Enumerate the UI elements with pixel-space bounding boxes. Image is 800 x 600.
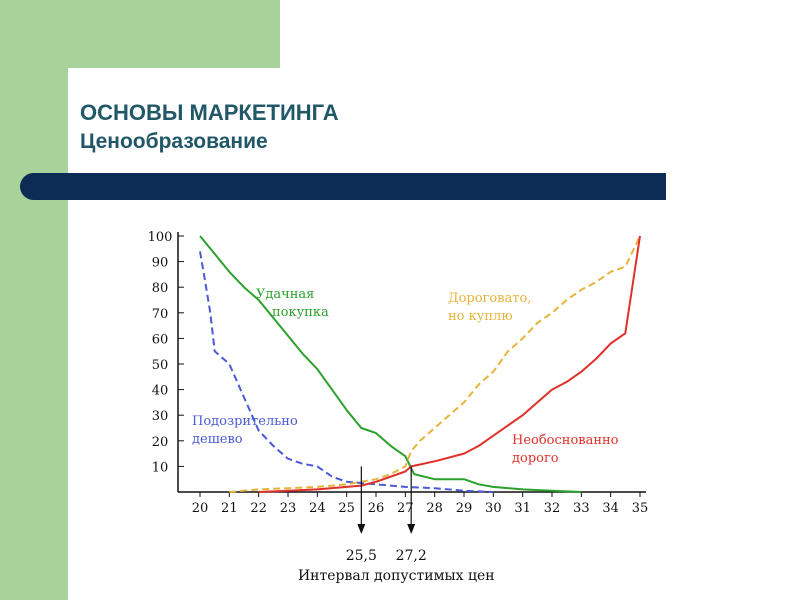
series-line-2 (229, 235, 641, 493)
marker-arrowhead (407, 524, 416, 534)
x-tick-label: 34 (602, 501, 619, 516)
y-tick-label: 10 (152, 460, 169, 475)
x-tick-label: 20 (192, 501, 209, 516)
series-label-0: покупка (272, 305, 329, 320)
x-tick-label: 30 (485, 501, 502, 516)
x-tick-label: 32 (544, 501, 561, 516)
x-tick-label: 35 (632, 501, 649, 516)
x-tick-label: 27 (397, 501, 414, 516)
x-tick-label: 31 (514, 501, 531, 516)
series-label-1: дешево (192, 432, 243, 447)
green-corner-left (0, 0, 68, 600)
series-line-0 (199, 235, 582, 493)
y-tick-label: 80 (152, 281, 169, 296)
x-tick-label: 26 (368, 501, 385, 516)
series-label-2: Дороговато, (448, 291, 531, 306)
x-tick-label: 22 (250, 501, 267, 516)
marker-label: 27,2 (396, 548, 427, 564)
title-divider-bar (20, 173, 666, 200)
series-label-1: Подозрительно (192, 414, 298, 429)
content-panel (68, 68, 800, 600)
x-tick-label: 29 (456, 501, 473, 516)
series-label-3: дорого (512, 451, 559, 466)
series-line-1 (199, 251, 494, 493)
y-tick-label: 70 (152, 307, 169, 322)
x-tick-label: 25 (338, 501, 355, 516)
y-tick-label: 30 (152, 409, 169, 424)
marker-arrowhead (357, 524, 366, 534)
series-label-3: Необоснованно (512, 433, 619, 448)
marker-label: 25,5 (346, 548, 377, 564)
y-tick-label: 40 (152, 384, 169, 399)
y-tick-label: 60 (152, 332, 169, 347)
y-tick-label: 90 (152, 256, 169, 271)
y-tick-label: 100 (148, 230, 173, 245)
series-label-2: но куплю (448, 309, 513, 324)
x-tick-label: 28 (426, 501, 443, 516)
slide-subtitle: Ценообразование (80, 130, 268, 153)
x-tick-label: 23 (280, 501, 297, 516)
price-sensitivity-chart: 100 90 80 70 60 50 40 30 20 10 20 21 22 23 24 25 26 27 28 2… (148, 230, 649, 584)
x-tick-label: 21 (221, 501, 238, 516)
title-block: ОСНОВЫ МАРКЕТИНГА Ценообразование (80, 98, 339, 156)
y-tick-label: 50 (152, 358, 169, 373)
x-tick-label: 24 (309, 501, 326, 516)
y-tick-label: 20 (152, 435, 169, 450)
series-line-3 (258, 235, 641, 493)
x-tick-label: 33 (573, 501, 590, 516)
x-axis-title: Интервал допустимых цен (298, 568, 495, 584)
slide-title: ОСНОВЫ МАРКЕТИНГА (80, 100, 339, 125)
series-label-0: Удачная (256, 287, 314, 302)
